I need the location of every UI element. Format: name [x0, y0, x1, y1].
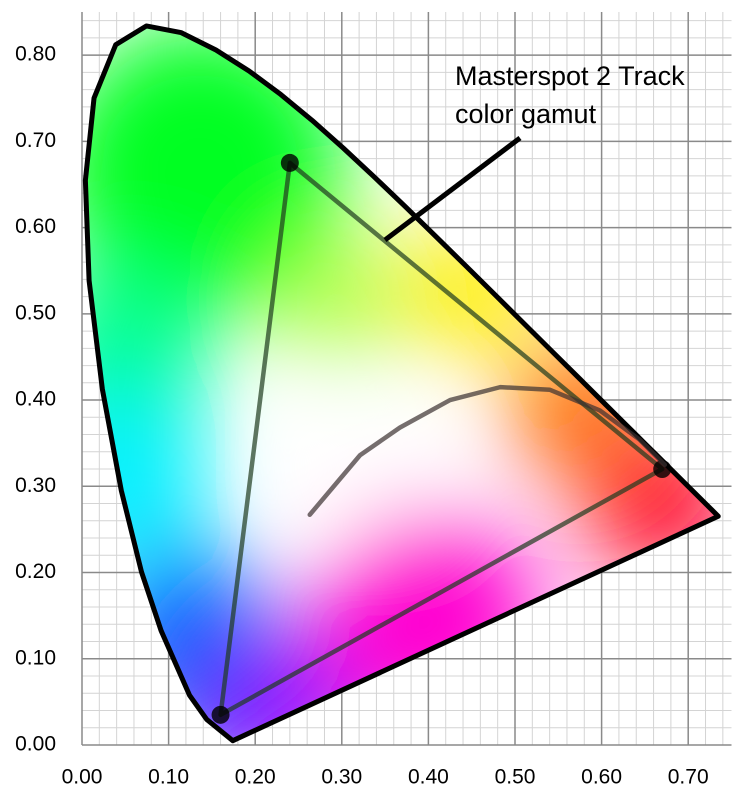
- annotation-pointer: [383, 136, 522, 242]
- y-tick-label: 0.20: [15, 560, 56, 583]
- y-tick-label: 0.10: [15, 646, 56, 669]
- y-tick-label: 0.40: [15, 388, 56, 411]
- x-tick-label: 0.10: [148, 766, 189, 789]
- x-tick-label: 0.30: [321, 766, 362, 789]
- y-tick-label: 0.00: [15, 733, 56, 756]
- y-tick-label: 0.30: [15, 474, 56, 497]
- y-tick-label: 0.50: [15, 301, 56, 324]
- vertex-marker: [211, 705, 230, 724]
- y-tick-label: 0.70: [15, 129, 56, 152]
- x-tick-label: 0.60: [581, 766, 622, 789]
- x-tick-label: 0.40: [408, 766, 449, 789]
- annotation: color gamut: [455, 99, 597, 129]
- x-tick-label: 0.70: [668, 766, 709, 789]
- x-tick-label: 0.50: [495, 766, 536, 789]
- series-line: [307, 384, 668, 518]
- x-tick-label: 0.00: [62, 766, 103, 789]
- series-line: [218, 160, 665, 718]
- annotation: Masterspot 2 Track: [455, 61, 685, 91]
- y-tick-label: 0.80: [15, 43, 56, 66]
- x-tick-label: 0.20: [235, 766, 276, 789]
- vertex-marker: [280, 153, 299, 172]
- marks: [82, 23, 721, 744]
- series-line: [82, 23, 721, 744]
- y-tick-label: 0.60: [15, 215, 56, 238]
